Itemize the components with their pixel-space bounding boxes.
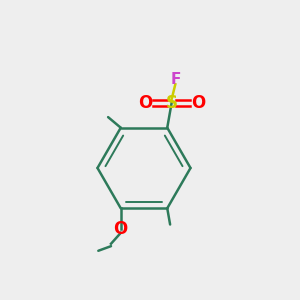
Text: O: O	[191, 94, 205, 112]
Text: F: F	[170, 72, 181, 87]
Text: O: O	[114, 220, 128, 238]
Text: O: O	[139, 94, 153, 112]
Text: S: S	[166, 94, 178, 112]
